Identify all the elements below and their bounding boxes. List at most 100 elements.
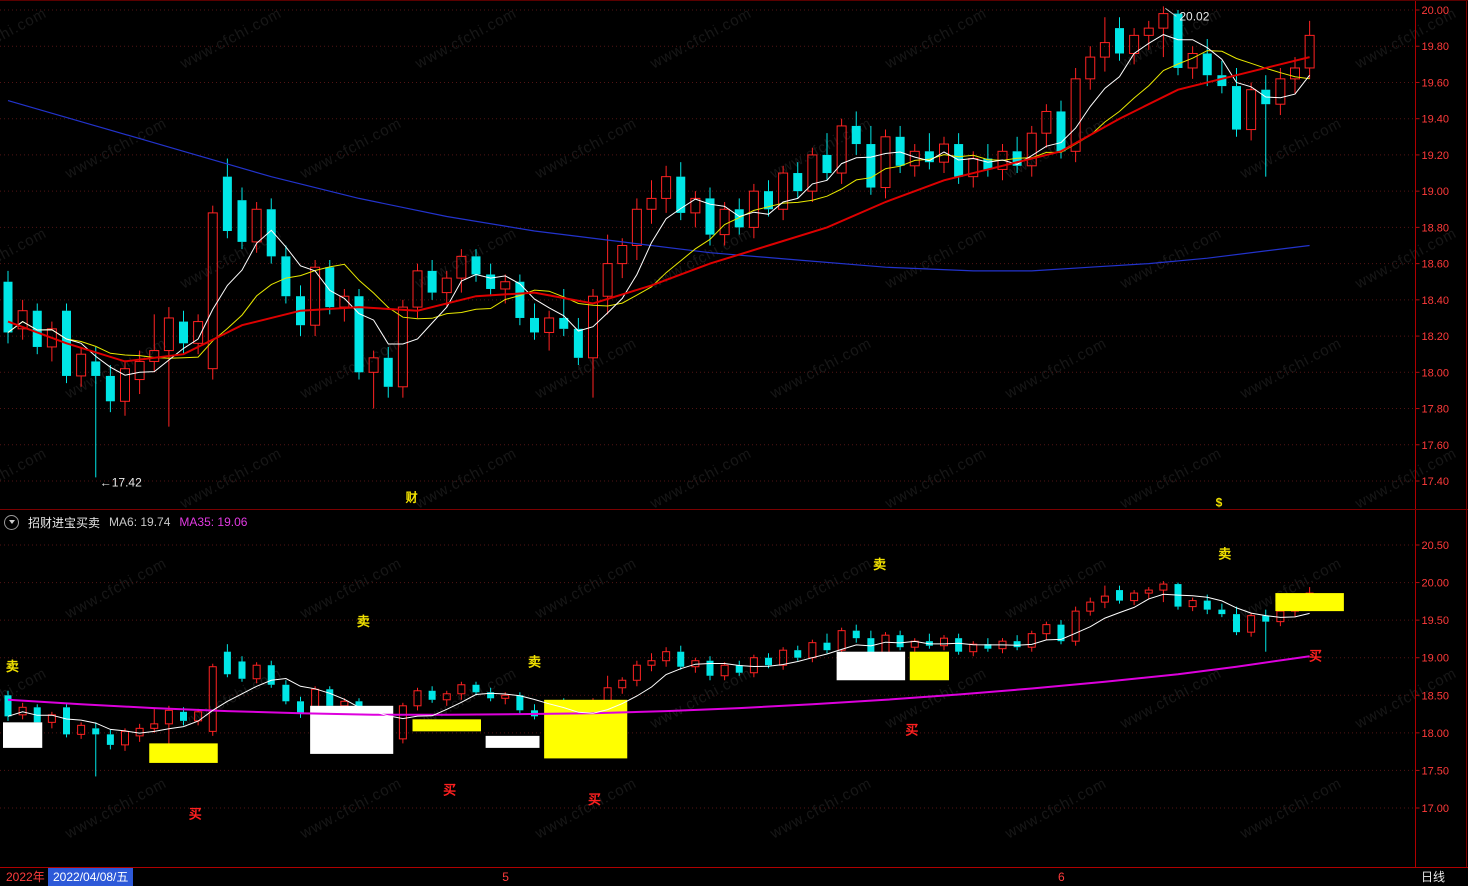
candle-body <box>1116 590 1123 601</box>
trade-signal-label: 买 <box>443 782 456 797</box>
candle-body <box>238 661 246 679</box>
candle-body <box>1203 600 1211 610</box>
ma6-value: MA6: 19.74 <box>109 515 171 529</box>
candle-body <box>267 665 275 685</box>
candle-body <box>237 200 247 242</box>
candle-body <box>441 277 452 294</box>
trade-signal-label: 买 <box>905 722 918 737</box>
ma-line-white <box>7 593 1310 734</box>
candle-body <box>163 317 174 352</box>
candle-body <box>251 208 262 243</box>
candle-body <box>76 353 87 377</box>
trade-signal-label: 买 <box>588 792 601 807</box>
candle-body <box>778 172 789 210</box>
candle-body <box>764 191 773 210</box>
axis-label: 17.50 <box>1422 765 1450 777</box>
period-selector[interactable]: 日线 <box>1421 870 1446 884</box>
candle-body <box>516 695 524 711</box>
candle-body <box>836 125 847 174</box>
candle-body <box>909 150 920 167</box>
candle-body <box>618 679 627 689</box>
candle-body <box>281 256 291 297</box>
candle-body <box>1027 633 1036 648</box>
candle-body <box>1143 27 1154 36</box>
axis-label: 17.00 <box>1422 803 1450 815</box>
candle-body <box>164 709 173 725</box>
candle-body <box>939 143 949 163</box>
candle-body <box>617 245 628 265</box>
candle-body <box>793 173 803 192</box>
indicator-panel: 20.50 20.00 19.50 19.00 18.50 18.00 17.50 17.00… <box>0 540 1449 822</box>
candle-body <box>427 270 437 293</box>
candle-body <box>223 651 231 675</box>
signal-block <box>909 651 949 681</box>
selected-date[interactable]: 2022/04/08/五 <box>48 868 134 886</box>
frame <box>0 0 1468 868</box>
chart-canvas[interactable]: 20.00 19.80 19.60 19.40 19.20 19.00 18.80 18.60… <box>0 0 1468 868</box>
trade-signal-label: 卖 <box>1218 547 1231 562</box>
candle-body <box>354 296 364 373</box>
trade-signal-label: 卖 <box>357 614 370 629</box>
candle-body <box>1233 614 1240 633</box>
signal-block <box>544 699 628 759</box>
candle-body <box>500 281 511 290</box>
candle-body <box>1056 111 1066 152</box>
candle-body <box>646 197 657 210</box>
candle-body <box>397 306 408 388</box>
axis-label: 18.00 <box>1422 728 1450 740</box>
candle-body <box>1187 52 1198 69</box>
candle-body <box>719 208 730 236</box>
candle-body <box>734 209 744 228</box>
collapse-indicator-icon[interactable] <box>4 514 19 530</box>
candle-body <box>735 665 743 673</box>
trade-signal-label: 卖 <box>873 557 886 572</box>
candle-body <box>149 350 160 362</box>
candle-body <box>1041 110 1052 134</box>
candle-body <box>515 281 525 318</box>
axis-label: 17.80 <box>1422 404 1450 416</box>
candle-body <box>530 317 539 333</box>
annotation-pointer <box>1165 7 1177 17</box>
candle-body <box>851 125 861 145</box>
candle-body <box>134 360 145 381</box>
month-label: 5 <box>502 870 509 884</box>
candle-body <box>807 154 818 192</box>
candle-body <box>1232 86 1241 130</box>
candle-body <box>765 657 772 666</box>
candle-body <box>808 642 817 659</box>
candle-body <box>487 692 495 699</box>
candle-body <box>135 727 144 737</box>
status-bar: 2022年 2022/04/08/五 日线 5 6 <box>0 868 1468 886</box>
candle-body <box>852 630 860 639</box>
candle-body <box>18 706 27 716</box>
candle-body <box>1290 67 1300 80</box>
candle-body <box>326 689 334 706</box>
axis-label: 18.60 <box>1422 259 1450 271</box>
candle-body <box>662 651 671 662</box>
candle-body <box>940 637 948 647</box>
candle-body <box>602 263 613 297</box>
axis-label: 19.80 <box>1422 41 1450 53</box>
candle-body <box>1217 75 1227 87</box>
candle-body <box>180 711 187 721</box>
ma-line-red <box>7 56 1310 363</box>
candle-body <box>252 664 261 680</box>
candle-body <box>92 728 100 735</box>
candle-body <box>120 368 130 402</box>
candle-body <box>412 270 423 308</box>
candle-body <box>4 695 12 717</box>
indicator-title[interactable]: 招财进宝买卖 <box>28 515 101 530</box>
candle-body <box>895 136 905 166</box>
candle-body <box>588 295 598 359</box>
candle-body <box>340 700 349 707</box>
candle-body <box>823 642 831 651</box>
candle-body <box>676 176 686 213</box>
candle-body <box>442 693 451 701</box>
axis-label: 18.50 <box>1422 690 1450 702</box>
candle-body <box>822 154 832 174</box>
axis-label: 19.50 <box>1422 615 1450 627</box>
candle-body <box>603 687 612 702</box>
candle-body <box>91 361 101 376</box>
candle-body <box>3 281 13 333</box>
candle-body <box>1086 601 1095 612</box>
